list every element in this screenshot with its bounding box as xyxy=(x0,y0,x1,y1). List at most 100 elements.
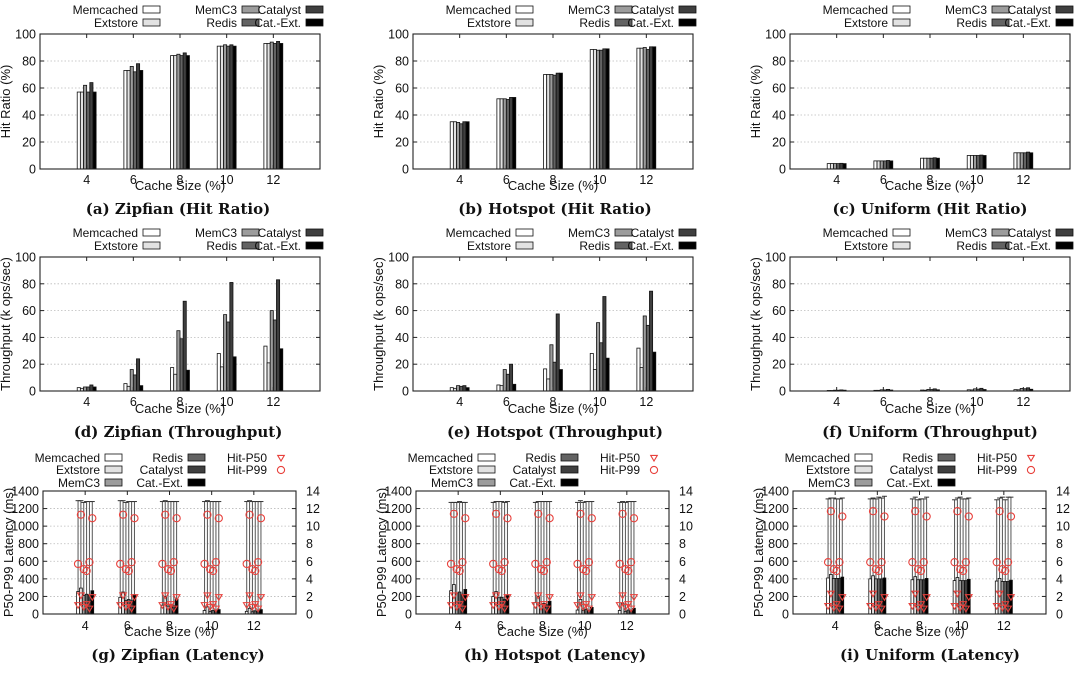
hit-p50-marker xyxy=(576,592,585,600)
hit-p99-marker xyxy=(256,514,266,523)
hit-p50-marker xyxy=(130,594,139,602)
hit-p99-marker xyxy=(461,514,470,523)
bar-memcached xyxy=(920,157,925,170)
x-axis-label: Cache Size (%) xyxy=(124,624,214,639)
x-axis-label: Cache Size (%) xyxy=(885,178,975,193)
hit-p50-marker xyxy=(868,590,878,598)
bar-extstore xyxy=(173,55,178,170)
legend-label: Cat.-Ext. xyxy=(254,16,301,30)
hit-p99-marker xyxy=(835,558,844,567)
hit-p50-marker xyxy=(461,594,470,602)
bar-catalyst xyxy=(182,52,187,170)
legend-p99-marker xyxy=(1026,465,1036,475)
hit-p50-marker xyxy=(961,605,971,613)
hit-p99-marker xyxy=(618,509,627,518)
legend-label: Cat.-Ext. xyxy=(509,476,556,490)
hit-p50-marker xyxy=(998,604,1007,612)
y2-tick-label: 12 xyxy=(1056,502,1070,516)
hit-p50-marker xyxy=(491,592,501,600)
legend-swatch xyxy=(241,5,260,14)
hit-p99-marker xyxy=(449,509,459,518)
legend: MemcachedExtstoreMemC3RedisCatalystCat.-… xyxy=(446,3,697,30)
x-tick-label: 12 xyxy=(247,619,261,633)
bar-catalyst xyxy=(462,385,467,392)
legend-label: MemC3 xyxy=(195,3,237,17)
legend-label: Extstore xyxy=(467,239,511,253)
hit-p50-marker xyxy=(626,605,636,613)
y-tick-label: 1200 xyxy=(384,502,412,516)
legend-p50-marker xyxy=(276,454,286,463)
y-tick-label: 20 xyxy=(22,358,36,372)
y-tick-label: 60 xyxy=(395,304,409,318)
hit-p50-marker xyxy=(826,590,836,598)
x-tick-label: 8 xyxy=(550,173,557,187)
y-tick-label: 80 xyxy=(772,55,786,69)
legend-label: Hit-P50 xyxy=(227,451,267,465)
legend-swatch xyxy=(937,478,956,487)
x-tick-label: 6 xyxy=(874,619,881,633)
bar-catalyst xyxy=(229,282,234,392)
legend-label: Catalyst xyxy=(631,3,675,17)
x-tick-label: 6 xyxy=(880,395,887,409)
hit-p99-marker xyxy=(489,559,498,569)
bar-catalyst xyxy=(509,363,514,392)
legend-swatch xyxy=(515,18,534,27)
hit-p99-marker xyxy=(200,559,209,569)
y-tick-label: 1400 xyxy=(761,485,789,499)
legend-swatch xyxy=(1055,241,1074,250)
hit-p99-marker xyxy=(172,514,181,523)
legend-swatch xyxy=(892,5,911,14)
bar-extstore xyxy=(219,366,224,392)
bar-memcached xyxy=(636,47,641,170)
legend-swatch xyxy=(991,18,1010,27)
bar-redis xyxy=(645,324,650,392)
legend-label: Cat.-Ext. xyxy=(627,239,674,253)
hit-p50-marker xyxy=(211,605,221,613)
legend-label: Redis xyxy=(206,239,237,253)
x-tick-label: 8 xyxy=(539,619,546,633)
legend-label: Catalyst xyxy=(1008,3,1052,17)
bar-memc xyxy=(596,49,601,170)
x-tick-label: 12 xyxy=(639,173,653,187)
y2-tick-label: 8 xyxy=(1056,537,1063,551)
x-tick-label: 12 xyxy=(997,619,1011,633)
hit-p99-marker xyxy=(242,559,251,569)
hit-p99-marker xyxy=(911,507,920,516)
bar-redis xyxy=(179,55,184,170)
hit-p50-marker xyxy=(118,592,128,600)
bar-catalyst xyxy=(136,63,141,170)
hit-p99-marker xyxy=(615,559,624,569)
bar-extstore xyxy=(499,98,504,170)
plot-frame xyxy=(42,490,297,615)
hit-p50-marker xyxy=(458,605,467,613)
legend-p99-marker xyxy=(649,465,659,475)
y2-tick-label: 0 xyxy=(1056,608,1063,622)
hit-p50-marker xyxy=(163,603,173,612)
panel-caption: (c) Uniform (Hit Ratio) xyxy=(832,200,1027,218)
legend-swatch xyxy=(854,478,873,487)
legend-label: Redis xyxy=(579,239,610,253)
legend-label: Cat.-Ext. xyxy=(627,16,674,30)
bar-memc xyxy=(269,310,274,392)
bar-memc xyxy=(642,47,647,170)
y-tick-label: 40 xyxy=(772,109,786,123)
hit-p50-marker xyxy=(578,603,588,612)
hit-p50-marker xyxy=(200,602,209,610)
legend-swatch xyxy=(892,241,911,250)
legend-label: Cat.-Ext. xyxy=(1004,239,1051,253)
hit-p50-marker xyxy=(79,603,89,612)
y-tick-label: 40 xyxy=(395,109,409,123)
hit-p50-marker xyxy=(248,603,257,612)
x-tick-label: 4 xyxy=(456,173,463,187)
bar-catext xyxy=(279,43,284,170)
hit-p50-marker xyxy=(910,590,920,598)
bar-catext xyxy=(512,383,517,392)
hit-p99-marker xyxy=(203,510,212,519)
x-axis-label: Cache Size (%) xyxy=(497,624,587,639)
bar-catext xyxy=(232,45,237,170)
legend: MemcachedExtstoreMemC3RedisCatalystCat.-… xyxy=(408,451,659,490)
hit-p50-marker xyxy=(1006,594,1016,602)
bar-memc xyxy=(223,44,228,170)
legend-label: Redis xyxy=(525,451,556,465)
hit-p50-marker xyxy=(531,602,540,610)
